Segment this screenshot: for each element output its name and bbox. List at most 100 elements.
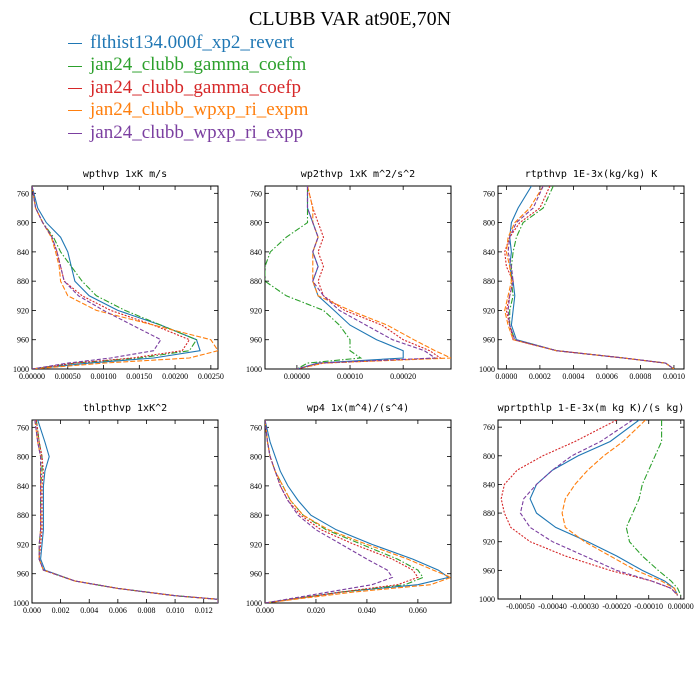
legend-item: flthist134.000f_xp2_revert bbox=[68, 32, 308, 54]
series-line bbox=[509, 186, 675, 369]
legend-item: jan24_clubb_wpxp_ri_expp bbox=[68, 122, 308, 144]
y-tick-label: 1000 bbox=[13, 365, 29, 374]
series-line bbox=[265, 420, 451, 603]
y-tick-label: 840 bbox=[17, 482, 29, 491]
x-tick-label: 0.00150 bbox=[126, 372, 152, 381]
x-tick-label: -0.00050 bbox=[506, 602, 535, 611]
panel-title: thlpthvp 1xK^2 bbox=[83, 403, 167, 414]
x-tick-label: 0.00250 bbox=[198, 372, 224, 381]
x-tick-label: 0.020 bbox=[307, 606, 325, 615]
legend-label: jan24_clubb_gamma_coefm bbox=[90, 54, 307, 76]
x-tick-label: 0.00010 bbox=[337, 372, 363, 381]
y-tick-label: 960 bbox=[17, 570, 29, 579]
y-tick-label: 920 bbox=[17, 540, 29, 549]
y-tick-label: 800 bbox=[17, 219, 29, 228]
y-tick-label: 760 bbox=[250, 423, 262, 432]
y-tick-label: 760 bbox=[17, 423, 29, 432]
series-line bbox=[519, 420, 679, 596]
x-tick-label: 0.012 bbox=[195, 606, 213, 615]
legend-item: jan24_clubb_gamma_coefp bbox=[68, 77, 308, 99]
legend-dash-icon bbox=[68, 65, 82, 67]
x-tick-label: 0.008 bbox=[137, 606, 155, 615]
panel-title: wp4 1x(m^4)/(s^4) bbox=[307, 403, 409, 414]
plot-frame bbox=[497, 185, 685, 370]
y-tick-label: 920 bbox=[17, 306, 29, 315]
x-tick-label: 0.00000 bbox=[668, 602, 694, 611]
legend-item: jan24_clubb_gamma_coefm bbox=[68, 54, 308, 76]
series-line bbox=[504, 186, 675, 369]
y-tick-label: 760 bbox=[483, 189, 495, 198]
page-title: CLUBB VAR at90E,70N bbox=[248, 8, 452, 30]
series-line bbox=[509, 186, 675, 369]
y-tick-label: 880 bbox=[483, 277, 495, 286]
y-tick-label: 1000 bbox=[246, 365, 262, 374]
x-tick-label: 0.010 bbox=[166, 606, 184, 615]
series-line bbox=[35, 420, 218, 603]
y-tick-label: 920 bbox=[250, 306, 262, 315]
x-tick-label: -0.00020 bbox=[602, 602, 631, 611]
panel-title: wpthvp 1xK m/s bbox=[83, 169, 167, 180]
series-line bbox=[561, 420, 679, 596]
x-tick-label: 0.006 bbox=[109, 606, 127, 615]
series-line bbox=[32, 186, 218, 369]
series-line bbox=[625, 420, 682, 596]
x-tick-label: -0.00040 bbox=[538, 602, 567, 611]
x-tick-label: 0.00020 bbox=[390, 372, 416, 381]
y-tick-label: 880 bbox=[250, 511, 262, 520]
series-line bbox=[32, 186, 162, 369]
y-tick-label: 840 bbox=[250, 482, 262, 491]
y-tick-label: 920 bbox=[483, 538, 495, 547]
legend-dash-icon bbox=[68, 132, 82, 134]
x-tick-label: 0.00200 bbox=[162, 372, 188, 381]
panel-title: wp2thvp 1xK m^2/s^2 bbox=[301, 169, 415, 180]
x-tick-label: -0.00030 bbox=[570, 602, 599, 611]
y-tick-label: 880 bbox=[17, 511, 29, 520]
x-tick-label: 0.060 bbox=[409, 606, 427, 615]
x-tick-label: 0.002 bbox=[52, 606, 70, 615]
series-line bbox=[507, 186, 675, 369]
y-tick-label: 960 bbox=[250, 570, 262, 579]
legend-dash-icon bbox=[68, 87, 82, 89]
y-tick-label: 920 bbox=[483, 306, 495, 315]
y-tick-label: 760 bbox=[17, 189, 29, 198]
series-line bbox=[500, 420, 679, 596]
y-tick-label: 960 bbox=[17, 336, 29, 345]
series-line bbox=[265, 186, 363, 369]
series-line bbox=[32, 186, 191, 369]
y-tick-label: 1000 bbox=[13, 599, 29, 608]
y-tick-label: 800 bbox=[483, 219, 495, 228]
y-tick-label: 800 bbox=[17, 453, 29, 462]
y-tick-label: 960 bbox=[483, 336, 495, 345]
y-tick-label: 880 bbox=[483, 509, 495, 518]
y-tick-label: 840 bbox=[17, 248, 29, 257]
y-tick-label: 1000 bbox=[479, 595, 495, 604]
x-tick-label: 0.00100 bbox=[91, 372, 117, 381]
y-tick-label: 880 bbox=[17, 277, 29, 286]
x-tick-label: 0.00000 bbox=[19, 372, 45, 381]
y-tick-label: 880 bbox=[250, 277, 262, 286]
x-tick-label: 0.0004 bbox=[562, 372, 584, 381]
series-line bbox=[296, 186, 437, 369]
x-tick-label: 0.0010 bbox=[663, 372, 685, 381]
legend-label: jan24_clubb_gamma_coefp bbox=[90, 76, 302, 98]
plot-frame bbox=[264, 419, 452, 604]
y-tick-label: 760 bbox=[250, 189, 262, 198]
series-line bbox=[265, 420, 419, 603]
legend-dash-icon bbox=[68, 43, 82, 45]
y-tick-label: 840 bbox=[483, 480, 495, 489]
plot-frame bbox=[31, 419, 219, 604]
x-tick-label: 0.00050 bbox=[55, 372, 81, 381]
y-tick-label: 800 bbox=[250, 453, 262, 462]
legend-item: jan24_clubb_wpxp_ri_expm bbox=[68, 99, 308, 121]
y-tick-label: 1000 bbox=[479, 365, 495, 374]
y-tick-label: 960 bbox=[483, 566, 495, 575]
legend-label: flthist134.000f_xp2_revert bbox=[90, 32, 295, 53]
x-tick-label: 0.0006 bbox=[596, 372, 618, 381]
y-tick-label: 1000 bbox=[246, 599, 262, 608]
series-line bbox=[34, 420, 218, 603]
series-line bbox=[296, 186, 443, 369]
series-line bbox=[35, 420, 218, 603]
x-tick-label: 0.000 bbox=[23, 606, 41, 615]
panel-title: rtpthvp 1E-3x(kg/kg) K bbox=[525, 169, 657, 180]
